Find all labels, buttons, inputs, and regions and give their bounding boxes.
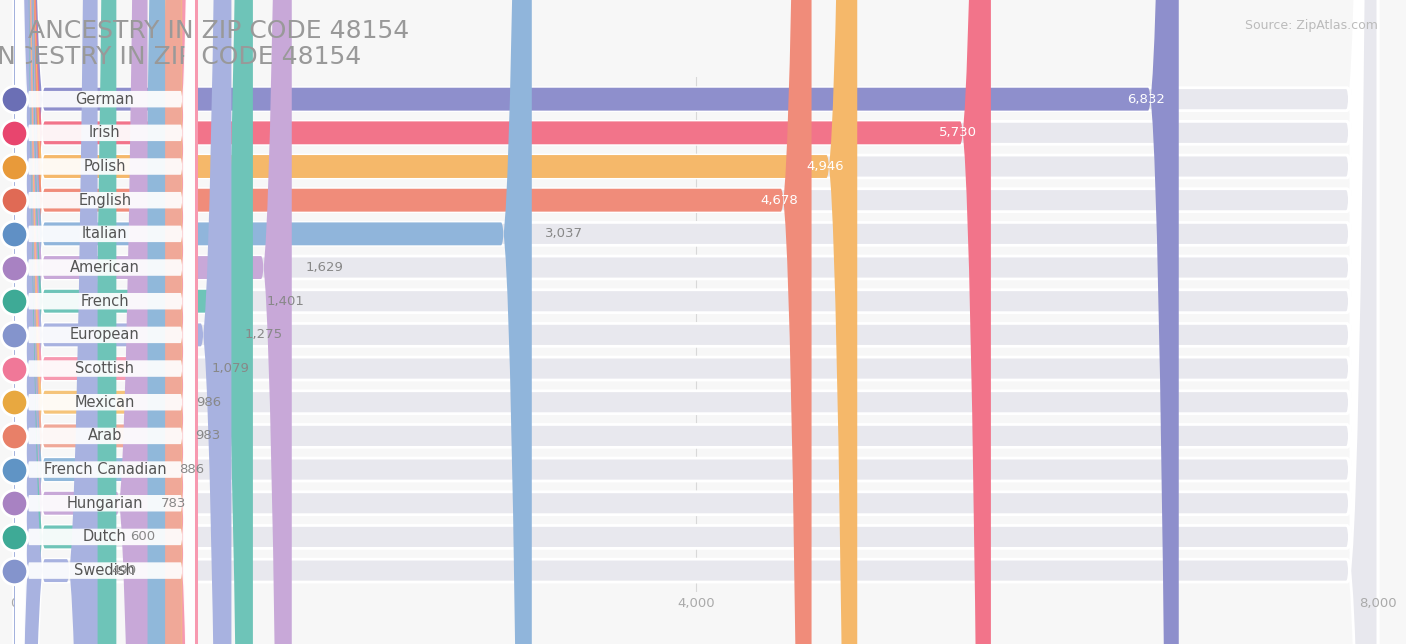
Text: Scottish: Scottish bbox=[76, 361, 135, 376]
Text: 4,946: 4,946 bbox=[806, 160, 844, 173]
FancyBboxPatch shape bbox=[15, 0, 194, 644]
Text: German: German bbox=[76, 91, 135, 107]
FancyBboxPatch shape bbox=[14, 0, 232, 644]
Text: English: English bbox=[79, 193, 132, 207]
FancyBboxPatch shape bbox=[14, 0, 183, 644]
FancyBboxPatch shape bbox=[14, 0, 1378, 644]
FancyBboxPatch shape bbox=[14, 0, 292, 644]
FancyBboxPatch shape bbox=[14, 0, 1378, 644]
Text: Hungarian: Hungarian bbox=[66, 496, 143, 511]
Text: French: French bbox=[80, 294, 129, 308]
FancyBboxPatch shape bbox=[15, 0, 194, 644]
Text: Italian: Italian bbox=[82, 226, 128, 242]
FancyBboxPatch shape bbox=[14, 0, 97, 644]
FancyBboxPatch shape bbox=[15, 0, 194, 644]
FancyBboxPatch shape bbox=[14, 0, 1178, 644]
FancyBboxPatch shape bbox=[14, 0, 1378, 644]
FancyBboxPatch shape bbox=[14, 0, 1378, 644]
Text: French Canadian: French Canadian bbox=[44, 462, 166, 477]
FancyBboxPatch shape bbox=[14, 0, 1378, 644]
FancyBboxPatch shape bbox=[14, 0, 1378, 644]
FancyBboxPatch shape bbox=[14, 0, 1378, 644]
Text: 783: 783 bbox=[162, 497, 187, 510]
Text: Source: ZipAtlas.com: Source: ZipAtlas.com bbox=[1244, 19, 1378, 32]
Text: ANCESTRY IN ZIP CODE 48154: ANCESTRY IN ZIP CODE 48154 bbox=[28, 19, 409, 43]
Text: Arab: Arab bbox=[87, 428, 122, 444]
Text: 986: 986 bbox=[195, 395, 221, 409]
FancyBboxPatch shape bbox=[14, 0, 148, 644]
Text: 4,678: 4,678 bbox=[761, 194, 799, 207]
Text: ANCESTRY IN ZIP CODE 48154: ANCESTRY IN ZIP CODE 48154 bbox=[0, 45, 361, 69]
FancyBboxPatch shape bbox=[14, 0, 858, 644]
FancyBboxPatch shape bbox=[14, 0, 1378, 644]
FancyBboxPatch shape bbox=[14, 0, 1378, 644]
Text: 1,629: 1,629 bbox=[305, 261, 343, 274]
Text: Swedish: Swedish bbox=[75, 563, 135, 578]
Text: 1,401: 1,401 bbox=[267, 295, 305, 308]
FancyBboxPatch shape bbox=[15, 0, 194, 644]
FancyBboxPatch shape bbox=[14, 0, 991, 644]
FancyBboxPatch shape bbox=[15, 0, 194, 644]
FancyBboxPatch shape bbox=[14, 0, 811, 644]
Text: 3,037: 3,037 bbox=[546, 227, 583, 240]
Text: 490: 490 bbox=[111, 564, 136, 577]
Text: 1,275: 1,275 bbox=[245, 328, 283, 341]
FancyBboxPatch shape bbox=[15, 0, 194, 644]
Text: Dutch: Dutch bbox=[83, 529, 127, 544]
Text: European: European bbox=[70, 327, 139, 343]
Text: 6,832: 6,832 bbox=[1128, 93, 1166, 106]
Text: Mexican: Mexican bbox=[75, 395, 135, 410]
FancyBboxPatch shape bbox=[14, 0, 198, 644]
FancyBboxPatch shape bbox=[14, 0, 1378, 644]
FancyBboxPatch shape bbox=[15, 0, 194, 644]
Text: 983: 983 bbox=[195, 430, 221, 442]
Text: 886: 886 bbox=[179, 463, 204, 476]
FancyBboxPatch shape bbox=[14, 0, 1378, 644]
FancyBboxPatch shape bbox=[14, 0, 531, 644]
Text: 1,079: 1,079 bbox=[212, 362, 249, 375]
FancyBboxPatch shape bbox=[14, 0, 165, 644]
Text: Irish: Irish bbox=[89, 126, 121, 140]
FancyBboxPatch shape bbox=[15, 0, 194, 644]
FancyBboxPatch shape bbox=[15, 0, 194, 644]
FancyBboxPatch shape bbox=[14, 0, 253, 644]
FancyBboxPatch shape bbox=[15, 0, 194, 644]
FancyBboxPatch shape bbox=[15, 0, 194, 644]
FancyBboxPatch shape bbox=[14, 0, 181, 644]
FancyBboxPatch shape bbox=[15, 0, 194, 644]
FancyBboxPatch shape bbox=[15, 0, 194, 644]
FancyBboxPatch shape bbox=[14, 0, 1378, 644]
Text: 5,730: 5,730 bbox=[939, 126, 977, 139]
FancyBboxPatch shape bbox=[15, 0, 194, 644]
FancyBboxPatch shape bbox=[15, 0, 194, 644]
FancyBboxPatch shape bbox=[14, 0, 1378, 644]
FancyBboxPatch shape bbox=[14, 0, 1378, 644]
Text: American: American bbox=[70, 260, 139, 275]
FancyBboxPatch shape bbox=[14, 0, 1378, 644]
Text: Polish: Polish bbox=[84, 159, 127, 174]
Text: 600: 600 bbox=[129, 531, 155, 544]
FancyBboxPatch shape bbox=[14, 0, 117, 644]
